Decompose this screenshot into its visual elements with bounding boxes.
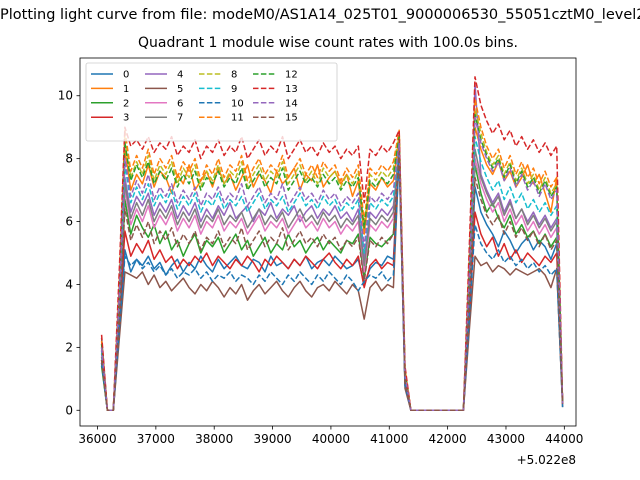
y-tick-label: 0 [65, 403, 73, 417]
series-line-15 [100, 151, 564, 412]
figure-suptitle: Plotting light curve from file: modeM0/A… [0, 7, 640, 23]
legend-label-2: 2 [123, 98, 129, 109]
legend-label-6: 6 [177, 98, 183, 109]
legend-label-14: 14 [285, 98, 298, 109]
x-tick-label: 36000 [78, 432, 116, 446]
series-line-0 [100, 157, 564, 412]
x-tick-label: 43000 [487, 432, 525, 446]
x-tick-label: 42000 [429, 432, 467, 446]
plot-frame [79, 57, 577, 427]
series-line-5 [100, 151, 564, 412]
y-tick-label: 8 [65, 152, 73, 166]
legend-label-9: 9 [231, 84, 237, 95]
legend-label-5: 5 [177, 84, 183, 95]
y-tick-label: 2 [65, 340, 73, 354]
series-lines [100, 76, 564, 412]
legend-label-12: 12 [285, 70, 298, 81]
series-line-3 [100, 142, 564, 412]
legend-label-1: 1 [123, 84, 129, 95]
x-tick-label: 38000 [195, 432, 233, 446]
legend-box [85, 62, 338, 142]
legend-label-8: 8 [231, 70, 237, 81]
series-line-14 [100, 117, 564, 412]
legend-label-3: 3 [123, 113, 129, 124]
legend-label-15: 15 [285, 113, 298, 124]
legend-label-10: 10 [231, 98, 244, 109]
series-line-12 [100, 113, 564, 412]
x-tick-label: 44000 [545, 432, 583, 446]
series-line-13 [100, 76, 564, 412]
legend-label-0: 0 [123, 70, 129, 81]
legend-label-7: 7 [177, 113, 183, 124]
series-line-2 [100, 145, 564, 412]
series-line-7 [100, 145, 564, 412]
y-tick-label: 4 [65, 277, 73, 291]
legend-label-11: 11 [231, 113, 244, 124]
x-tick-label: 40000 [312, 432, 350, 446]
legend-label-4: 4 [177, 70, 183, 81]
x-offset-label: +5.022e8 [517, 453, 576, 467]
series-line-10 [100, 154, 564, 412]
series-line-8 [100, 107, 564, 412]
chart-title: Quadrant 1 module wise count rates with … [138, 35, 518, 51]
legend-label-13: 13 [285, 84, 298, 95]
series-line-6 [100, 148, 564, 412]
series-line-4 [100, 82, 564, 412]
x-tick-label: 41000 [370, 432, 408, 446]
series-line-9 [100, 135, 564, 412]
y-tick-label: 10 [58, 89, 73, 103]
y-tick-label: 6 [65, 215, 73, 229]
axes: 36000 37000 38000 39000 40000 41000 42000 43000… [58, 57, 583, 467]
series-line-11 [100, 98, 564, 412]
x-tick-label: 39000 [253, 432, 291, 446]
x-tick-label: 37000 [137, 432, 175, 446]
